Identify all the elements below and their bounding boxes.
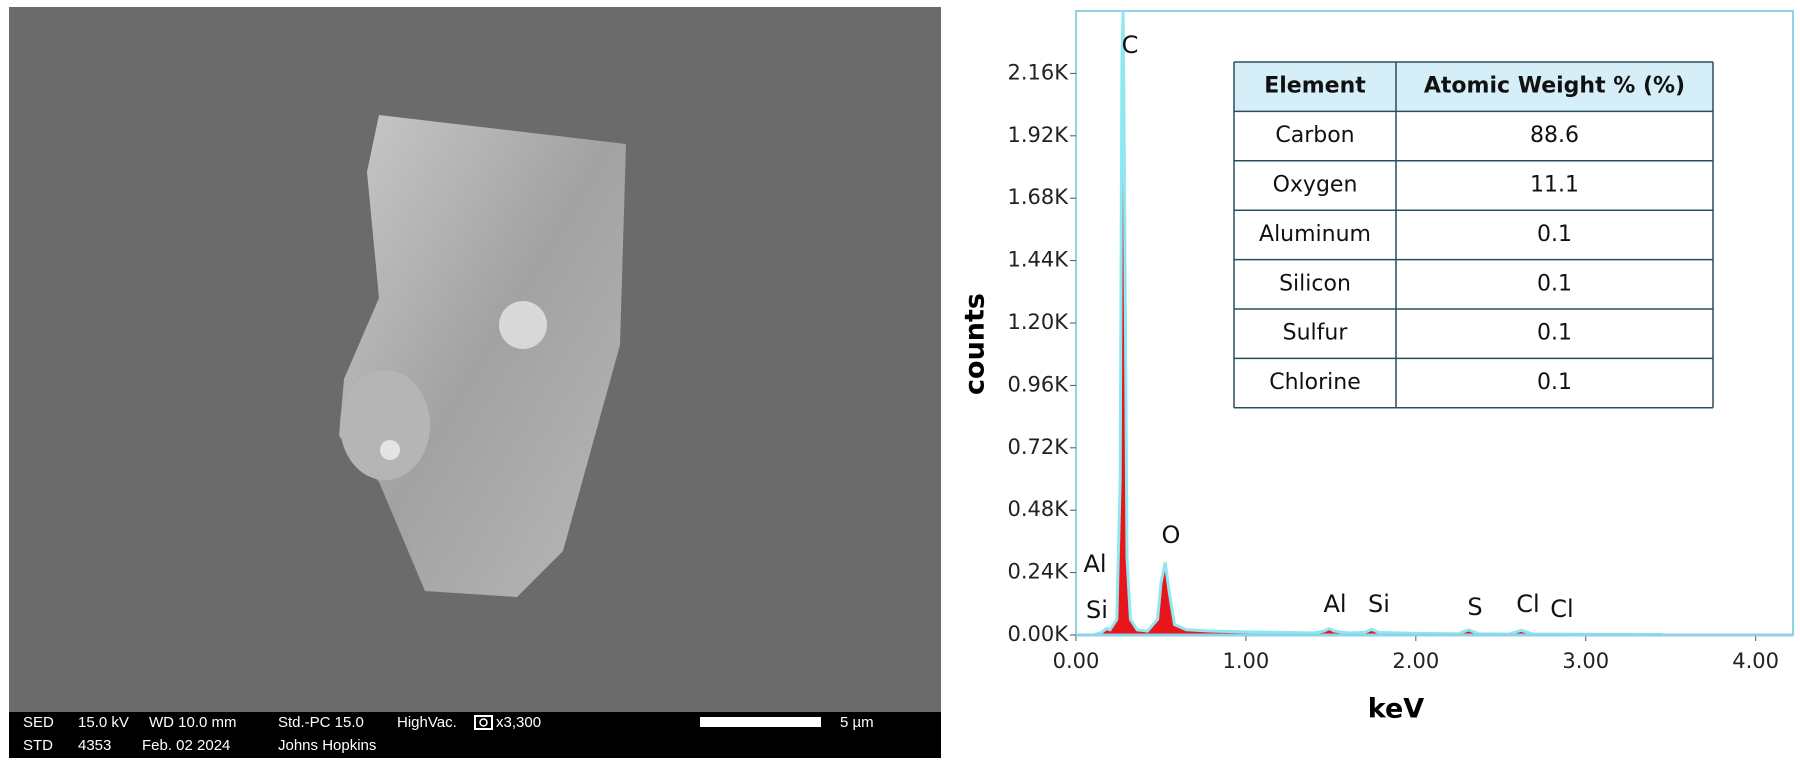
- camera-icon: [479, 718, 488, 727]
- peak-label: O: [1162, 521, 1181, 549]
- x-axis-label: keV: [1368, 694, 1425, 725]
- x-tick-label: 3.00: [1562, 649, 1609, 673]
- y-tick-label: 0.72K: [1007, 435, 1069, 459]
- table-cell: 0.1: [1537, 222, 1572, 247]
- table-cell: Oxygen: [1273, 173, 1358, 198]
- x-tick-label: 1.00: [1223, 649, 1270, 673]
- table-cell: Carbon: [1275, 123, 1354, 148]
- table-cell: 0.1: [1537, 271, 1572, 296]
- particle-sphere: [380, 440, 400, 460]
- particle-lobe: [340, 370, 430, 480]
- table-cell: Chlorine: [1269, 370, 1361, 395]
- x-tick-label: 2.00: [1392, 649, 1439, 673]
- peak-label: Al: [1083, 550, 1106, 578]
- y-tick-label: 0.00K: [1007, 622, 1069, 646]
- peak-label: Al: [1323, 590, 1346, 618]
- table-header: Atomic Weight % (%): [1424, 74, 1685, 99]
- y-axis-label: counts: [960, 293, 991, 395]
- peak-label: Cl: [1516, 590, 1539, 618]
- table-cell: Aluminum: [1259, 222, 1371, 247]
- spectrum-line: [1092, 10, 1663, 637]
- camera-icon: [474, 715, 493, 730]
- peak-label: C: [1122, 31, 1139, 59]
- table-cell: 11.1: [1530, 173, 1579, 198]
- info-text: 4353: [78, 737, 111, 754]
- info-text: 15.0 kV: [78, 714, 129, 731]
- y-tick-label: 0.24K: [1007, 560, 1069, 584]
- table-cell: 0.1: [1537, 370, 1572, 395]
- info-text: Johns Hopkins: [278, 737, 376, 754]
- y-tick-label: 0.48K: [1007, 497, 1069, 521]
- peak-label: Cl: [1550, 595, 1573, 623]
- x-tick-label: 0.00: [1053, 649, 1100, 673]
- y-tick-label: 2.16K: [1007, 60, 1069, 84]
- info-text: x3,300: [496, 714, 541, 731]
- scale-label: 5 µm: [840, 714, 874, 731]
- y-tick-label: 1.20K: [1007, 310, 1069, 334]
- particle: [339, 115, 626, 597]
- y-tick-label: 0.96K: [1007, 372, 1069, 396]
- info-text: SED: [23, 714, 54, 731]
- peak-label: S: [1467, 593, 1482, 621]
- x-tick-label: 4.00: [1732, 649, 1779, 673]
- y-tick-label: 1.68K: [1007, 185, 1069, 209]
- table-header: Element: [1264, 74, 1366, 99]
- peak-label: Si: [1368, 590, 1390, 618]
- info-text: STD: [23, 737, 53, 754]
- info-text: Std.-PC 15.0: [278, 714, 364, 731]
- table-cell: 88.6: [1530, 123, 1579, 148]
- y-tick-label: 1.44K: [1007, 248, 1069, 272]
- info-text: Feb. 02 2024: [142, 737, 230, 754]
- scale-bar: [700, 717, 821, 727]
- table-cell: Sulfur: [1283, 321, 1349, 346]
- info-text: WD 10.0 mm: [149, 714, 237, 731]
- table-cell: 0.1: [1537, 321, 1572, 346]
- table-header-bg: [1234, 62, 1713, 112]
- peak-label: Si: [1086, 596, 1108, 624]
- particle-sphere: [499, 301, 547, 349]
- y-tick-label: 1.92K: [1007, 123, 1069, 147]
- sem-image: [9, 7, 941, 758]
- table-cell: Silicon: [1279, 271, 1351, 296]
- info-text: HighVac.: [397, 714, 457, 731]
